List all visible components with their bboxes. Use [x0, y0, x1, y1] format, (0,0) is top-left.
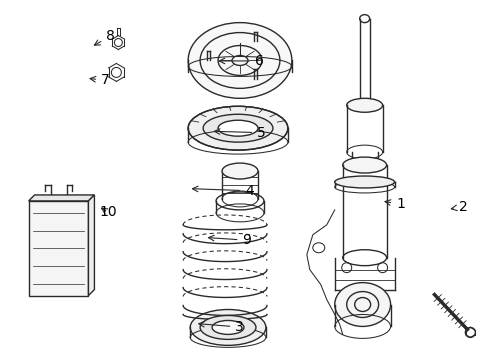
Text: 5: 5 [214, 126, 265, 140]
Polygon shape [88, 195, 94, 296]
Ellipse shape [190, 310, 265, 345]
Ellipse shape [188, 106, 287, 150]
Ellipse shape [342, 157, 386, 173]
Ellipse shape [188, 23, 291, 98]
Text: 3: 3 [198, 320, 244, 334]
Ellipse shape [203, 114, 272, 142]
Ellipse shape [212, 320, 244, 334]
Text: 1: 1 [384, 197, 404, 211]
Ellipse shape [222, 163, 258, 179]
Ellipse shape [334, 283, 390, 327]
Text: 7: 7 [90, 73, 110, 87]
Text: 6: 6 [219, 54, 263, 68]
Ellipse shape [346, 98, 382, 112]
Ellipse shape [200, 315, 255, 339]
Text: 10: 10 [99, 205, 117, 219]
Text: 2: 2 [450, 200, 467, 214]
Ellipse shape [218, 120, 258, 136]
Text: 9: 9 [208, 233, 251, 247]
Polygon shape [29, 195, 94, 201]
Text: 8: 8 [94, 29, 115, 45]
Text: 4: 4 [192, 184, 253, 198]
Ellipse shape [334, 176, 394, 188]
Polygon shape [29, 201, 88, 296]
